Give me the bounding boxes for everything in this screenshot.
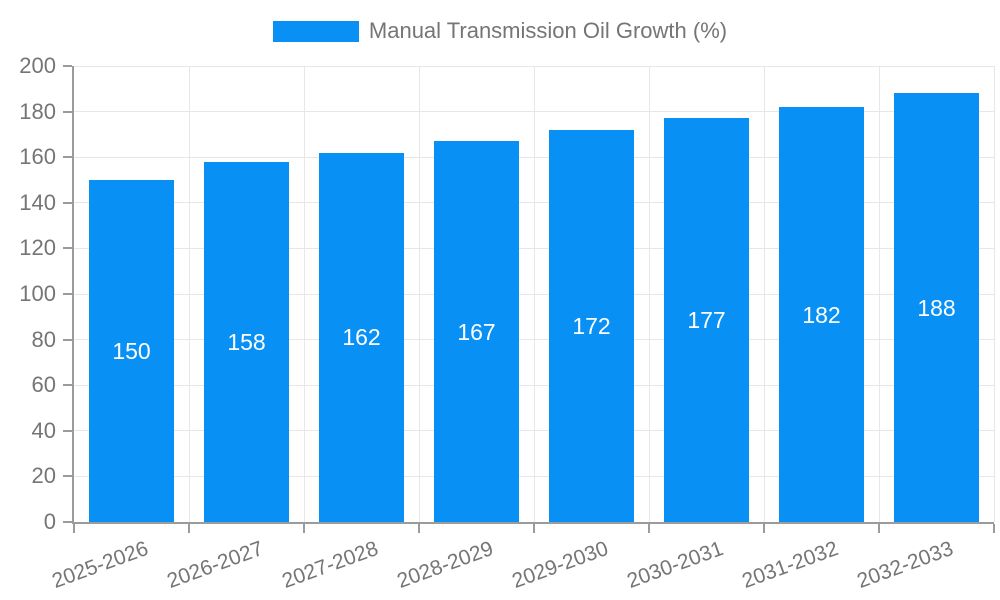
x-axis-line [72,522,994,524]
y-axis-tick [63,429,72,432]
bar-value-label: 177 [687,307,726,334]
x-axis-tick [763,524,765,533]
y-axis-tick-label: 100 [19,281,56,306]
y-axis-tick [63,201,72,204]
y-axis-tick [63,65,72,67]
y-axis-tick [63,110,72,113]
x-axis-tick [648,524,650,533]
v-gridline [303,66,305,522]
bar[interactable]: 182 [779,107,864,522]
x-axis-tick [533,524,535,533]
bar[interactable]: 188 [894,93,979,522]
y-axis-tick-label: 120 [19,235,56,261]
bar[interactable]: 177 [664,118,749,522]
plot-area: 150 158 162 167 172 177 182 188 [74,65,995,522]
x-axis-tick-label: 2030-2031 [624,537,727,593]
x-axis-tick-label: 2028-2029 [394,537,497,593]
y-axis-tick-label: 60 [31,372,56,398]
v-gridline [763,66,765,522]
bar-value-label: 162 [342,324,381,351]
y-axis-tick-label: 160 [19,144,56,170]
bar-value-label: 150 [112,338,151,364]
v-gridline [993,66,995,522]
x-axis-tick-label: 2031-2032 [739,537,842,593]
y-axis-tick-label: 200 [19,53,56,78]
x-axis-tick [878,524,880,533]
bar[interactable]: 158 [204,161,289,522]
bar-value-label: 188 [917,294,956,321]
v-gridline [878,66,880,522]
bar-value-label: 182 [802,301,841,328]
v-gridline [648,66,650,522]
y-axis-tick [63,521,72,523]
bar[interactable]: 172 [549,129,634,522]
bar[interactable]: 162 [319,152,404,522]
y-axis-line [72,66,74,524]
bar-value-label: 167 [457,318,496,345]
x-axis-tick [993,524,995,533]
v-gridline [533,66,535,522]
y-axis-tick [63,247,72,250]
x-axis-tick-label: 2027-2028 [279,537,382,593]
x-axis-tick-label: 2025-2026 [49,537,152,593]
x-axis-tick-label: 2029-2030 [509,537,612,593]
x-axis-tick [73,524,75,533]
legend-label[interactable]: Manual Transmission Oil Growth (%) [368,18,728,43]
x-axis-tick [188,524,190,533]
y-axis-tick-label: 140 [19,189,56,215]
y-axis-tick-label: 40 [31,417,56,443]
y-axis-tick-label: 180 [19,98,56,124]
bar-value-label: 158 [227,328,266,355]
legend[interactable]: Manual Transmission Oil Growth (%) [0,17,1000,45]
bar[interactable]: 150 [89,180,174,522]
bar[interactable]: 167 [434,141,519,522]
legend-swatch[interactable] [272,20,359,42]
x-axis-tick-label: 2032-2033 [854,537,957,593]
y-axis-tick [63,338,72,341]
y-axis-tick-label: 0 [43,509,56,534]
y-axis-tick-label: 20 [31,463,56,489]
y-axis-tick-label: 80 [31,326,56,352]
x-axis-tick [418,524,420,533]
x-axis-tick-label: 2026-2027 [164,537,267,593]
y-axis-tick [63,384,72,387]
y-axis-tick [63,475,72,478]
bar-value-label: 172 [572,312,611,339]
v-gridline [188,66,190,522]
v-gridline [418,66,420,522]
x-axis-tick [303,524,305,533]
y-axis-tick [63,293,72,295]
y-axis-tick [63,156,72,159]
